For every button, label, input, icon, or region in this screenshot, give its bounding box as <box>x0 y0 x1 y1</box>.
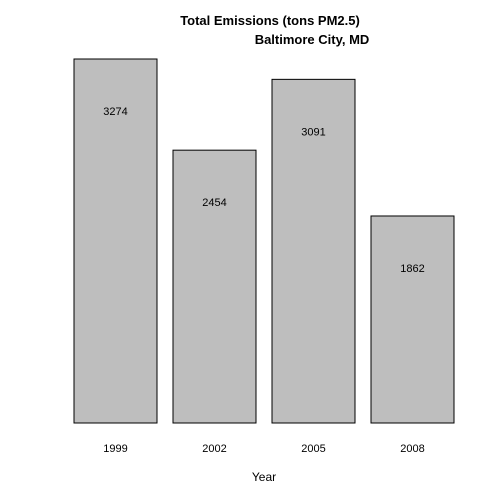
x-axis-label: Year <box>252 470 276 484</box>
data-label-1999: 3274 <box>103 106 127 118</box>
x-tick-2002: 2002 <box>202 443 226 455</box>
data-label-2002: 2454 <box>202 197 226 209</box>
x-tick-labels: 1999 2002 2005 2008 <box>103 443 424 455</box>
x-tick-2008: 2008 <box>400 443 424 455</box>
bar-2005 <box>271 78 356 424</box>
bar-2008 <box>370 215 455 424</box>
chart-title: Total Emissions (tons PM2.5) <box>180 13 360 28</box>
bar-1999 <box>73 58 158 424</box>
chart-subtitle: Baltimore City, MD <box>255 32 370 47</box>
x-tick-2005: 2005 <box>301 443 325 455</box>
data-label-2005: 3091 <box>301 126 325 138</box>
bars-group: 3274 2454 3091 1862 <box>73 58 455 424</box>
bar-2002 <box>172 149 257 424</box>
x-tick-1999: 1999 <box>103 443 127 455</box>
data-label-2008: 1862 <box>400 263 424 275</box>
